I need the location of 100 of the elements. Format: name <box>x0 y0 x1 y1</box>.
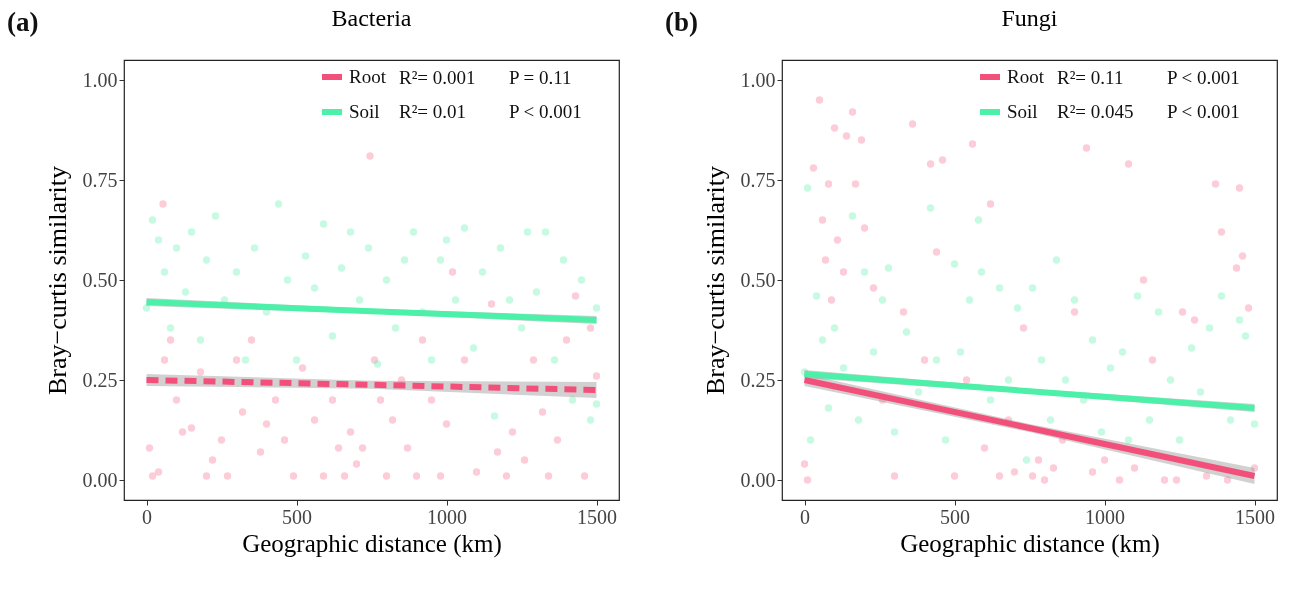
y-axis-title: Bray−curtis similarity <box>700 165 730 396</box>
point <box>854 416 863 424</box>
point <box>1226 416 1235 424</box>
annotation: P < 0.001 <box>1167 67 1240 88</box>
point <box>860 268 869 276</box>
point <box>571 292 580 300</box>
point <box>256 448 265 456</box>
point <box>592 400 601 408</box>
point <box>436 472 445 480</box>
point <box>941 436 950 444</box>
point <box>472 468 481 476</box>
point <box>154 236 163 244</box>
point <box>166 324 175 332</box>
point <box>352 460 361 468</box>
point <box>592 304 601 312</box>
point <box>1124 436 1133 444</box>
point <box>172 244 181 252</box>
point <box>1175 436 1184 444</box>
point <box>478 268 487 276</box>
point <box>490 412 499 420</box>
point <box>418 336 427 344</box>
point <box>238 408 247 416</box>
point <box>346 428 355 436</box>
point <box>577 276 586 284</box>
point <box>1217 292 1226 300</box>
point <box>1205 324 1214 332</box>
point <box>301 252 310 260</box>
point <box>950 260 959 268</box>
y-tick-label: 0.00 <box>740 468 776 491</box>
point <box>328 332 337 340</box>
point <box>376 396 385 404</box>
point <box>839 364 848 372</box>
point <box>932 356 941 364</box>
y-tick-label: 0.25 <box>740 368 776 391</box>
point <box>986 396 995 404</box>
point <box>995 284 1004 292</box>
point <box>241 356 250 364</box>
point <box>1046 416 1055 424</box>
point <box>1187 344 1196 352</box>
point <box>211 212 220 220</box>
point <box>1037 356 1046 364</box>
point <box>1070 296 1079 304</box>
point <box>187 228 196 236</box>
point <box>956 348 965 356</box>
point <box>523 228 532 236</box>
point <box>202 256 211 264</box>
y-tick-label: 0.75 <box>740 168 776 191</box>
legend-label: Soil <box>1007 101 1038 122</box>
y-tick-label: 0.00 <box>82 468 118 491</box>
point <box>965 296 974 304</box>
annotation: R²= 0.01 <box>399 101 467 122</box>
legend-label: Root <box>1007 66 1045 87</box>
point <box>319 220 328 228</box>
x-tick-label: 1500 <box>1235 505 1275 528</box>
point <box>172 396 181 404</box>
annotation: R²= 0.001 <box>399 67 476 88</box>
point <box>553 436 562 444</box>
point <box>538 408 547 416</box>
point <box>496 244 505 252</box>
point <box>451 296 460 304</box>
text: (b) <box>665 7 698 37</box>
legend-label: Root <box>349 66 387 87</box>
point <box>160 356 169 364</box>
legend-label: Soil <box>349 101 380 122</box>
point <box>391 324 400 332</box>
point <box>202 472 211 480</box>
point <box>914 388 923 396</box>
point <box>592 372 601 380</box>
point <box>148 216 157 224</box>
point <box>1106 364 1115 372</box>
point <box>412 472 421 480</box>
point <box>196 336 205 344</box>
point <box>442 420 451 428</box>
point <box>1088 336 1097 344</box>
point <box>250 244 259 252</box>
point <box>1241 332 1250 340</box>
point <box>926 204 935 212</box>
point <box>187 424 196 432</box>
point <box>568 396 577 404</box>
point <box>517 324 526 332</box>
point <box>890 428 899 436</box>
point <box>166 336 175 344</box>
point <box>217 436 226 444</box>
point <box>310 416 319 424</box>
point <box>160 268 169 276</box>
point <box>271 396 280 404</box>
point <box>283 276 292 284</box>
annotation: P < 0.001 <box>1167 101 1240 122</box>
point <box>232 268 241 276</box>
point <box>1118 348 1127 356</box>
point <box>298 364 307 372</box>
point <box>1004 376 1013 384</box>
y-tick-label: 0.75 <box>82 168 118 191</box>
x-tick-label: 500 <box>282 505 312 528</box>
x-tick-label: 500 <box>940 505 970 528</box>
x-tick-label: 0 <box>142 505 152 528</box>
annotation: P < 0.001 <box>509 101 582 122</box>
point <box>448 268 457 276</box>
point <box>340 472 349 480</box>
point <box>586 416 595 424</box>
